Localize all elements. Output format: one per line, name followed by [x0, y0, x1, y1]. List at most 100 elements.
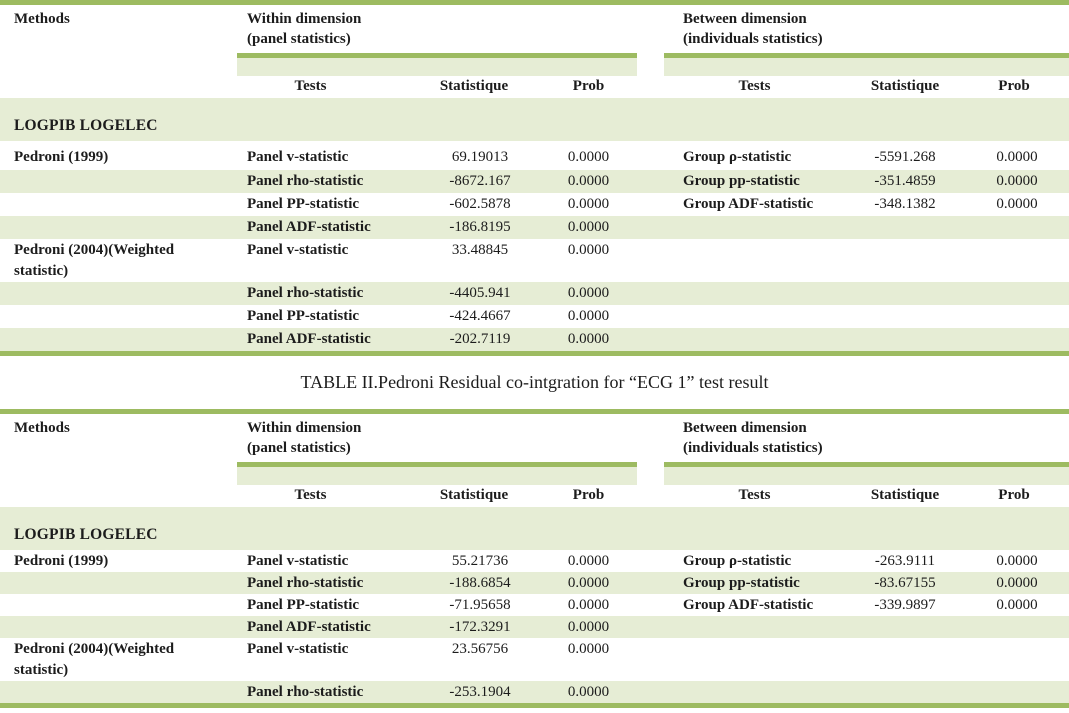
- group-test-cell: Group ADF-statistic: [683, 196, 814, 212]
- statistic-column-header: Statistique: [439, 78, 509, 94]
- test-cell: Panel rho-statistic: [247, 285, 364, 301]
- group-test-cell: [664, 216, 845, 217]
- statistic-cell: -602.5878: [449, 196, 511, 212]
- test-cell: Panel v-statistic: [247, 553, 349, 569]
- group-test-cell: [664, 239, 845, 240]
- test-cell: Panel v-statistic: [247, 149, 349, 165]
- group-statistic-column-header: Statistique: [870, 487, 940, 503]
- group-statistic-cell: -339.9897: [874, 597, 936, 613]
- methods-header: Methods: [14, 420, 70, 436]
- method-cell: [0, 305, 237, 306]
- table-row: Pedroni (2004)(Weighted statistic) Panel …: [0, 638, 1069, 681]
- table-row: Panel rho-statistic -4405.941 0.0000: [0, 282, 1069, 305]
- method-cell: [0, 170, 237, 171]
- method-cell: [0, 216, 237, 217]
- between-underline: [664, 53, 1069, 58]
- method-cell: Pedroni (1999): [14, 149, 109, 165]
- within-dimension-subtitle: (panel statistics): [247, 31, 351, 47]
- table-row: Panel ADF-statistic -172.3291 0.0000: [0, 616, 1069, 638]
- table-body: Pedroni (1999) Panel v-statistic 55.21736 0…: [0, 550, 1069, 703]
- prob-cell: 0.0000: [567, 619, 610, 635]
- group-prob-cell: [965, 328, 1069, 329]
- group-tests-column-header: Tests: [738, 78, 771, 94]
- group-test-cell: Group pp-statistic: [683, 575, 800, 591]
- method-cell: [0, 616, 237, 617]
- group-prob-cell: 0.0000: [996, 173, 1038, 189]
- table-caption: TABLE II.Pedroni Residual co-intgration …: [300, 372, 769, 392]
- group-prob-column-header: Prob: [998, 78, 1030, 94]
- tests-column-header: Tests: [294, 487, 327, 503]
- method-cell: [0, 681, 237, 682]
- group-prob-cell: [965, 681, 1069, 682]
- table-bottom-border: [0, 703, 1069, 708]
- section-underline-row: [0, 462, 1069, 467]
- gap-cell: [637, 216, 664, 217]
- group-test-cell: [664, 638, 845, 639]
- method-cell: Pedroni (2004)(Weighted statistic): [14, 242, 175, 279]
- shaded-band-row: [0, 467, 1069, 485]
- group-test-cell: [664, 616, 845, 617]
- table-row: Panel PP-statistic -71.95658 0.0000 Group A…: [0, 594, 1069, 616]
- table-top-border: [0, 0, 1069, 5]
- variable-group-label: LOGPIB LOGELEC: [0, 98, 1069, 141]
- group-prob-cell: 0.0000: [996, 149, 1038, 165]
- between-dimension-header: Between dimension (individuals statistic…: [664, 5, 1069, 53]
- within-band: [237, 467, 637, 485]
- between-dimension-title: Between dimension: [683, 420, 807, 436]
- prob-column-header: Prob: [572, 487, 605, 503]
- section-underline-row: [0, 53, 1069, 58]
- prob-cell: 0.0000: [567, 553, 610, 569]
- between-band: [664, 58, 1069, 76]
- prob-cell: 0.0000: [567, 308, 610, 324]
- group-test-cell: [664, 328, 845, 329]
- test-cell: Panel PP-statistic: [247, 597, 360, 613]
- within-dimension-subtitle: (panel statistics): [247, 440, 351, 456]
- between-band: [664, 467, 1069, 485]
- test-cell: Panel ADF-statistic: [247, 331, 371, 347]
- gap-cell: [637, 594, 664, 595]
- methods-header: Methods: [14, 11, 70, 27]
- group-test-cell: Group pp-statistic: [683, 173, 800, 189]
- within-dimension-header: Within dimension (panel statistics): [237, 5, 637, 53]
- statistic-cell: -71.95658: [449, 597, 511, 613]
- group-prob-cell: 0.0000: [996, 553, 1038, 569]
- gap-cell: [637, 550, 664, 551]
- group-statistic-cell: -83.67155: [874, 575, 936, 591]
- prob-cell: 0.0000: [567, 575, 610, 591]
- group-statistic-cell: -263.9111: [874, 553, 936, 569]
- gap-cell: [637, 681, 664, 682]
- between-dimension-subtitle: (individuals statistics): [683, 31, 823, 47]
- statistic-cell: 33.48845: [451, 242, 509, 258]
- within-underline: [237, 53, 637, 58]
- group-test-cell: [664, 282, 845, 283]
- table-row: Panel rho-statistic -188.6854 0.0000 Group …: [0, 572, 1069, 594]
- statistic-cell: -172.3291: [449, 619, 511, 635]
- test-cell: Panel v-statistic: [247, 242, 349, 258]
- method-cell: [0, 328, 237, 329]
- test-cell: Panel rho-statistic: [247, 684, 364, 700]
- group-statistic-cell: [845, 681, 965, 682]
- group-statistic-cell: [845, 616, 965, 617]
- method-cell: [0, 193, 237, 194]
- test-cell: Panel ADF-statistic: [247, 219, 371, 235]
- column-header-row: Tests Statistique Prob Tests Statistique…: [0, 76, 1069, 98]
- within-dimension-title: Within dimension: [247, 420, 362, 436]
- table-row: Panel rho-statistic -8672.167 0.0000 Group …: [0, 170, 1069, 193]
- statistic-cell: 23.56756: [451, 641, 509, 657]
- group-statistic-column-header: Statistique: [870, 78, 940, 94]
- tests-column-header: Tests: [294, 78, 327, 94]
- table-row: Panel rho-statistic -253.1904 0.0000: [0, 681, 1069, 703]
- statistic-cell: 69.19013: [451, 149, 509, 165]
- table-row: Panel ADF-statistic -202.7119 0.0000: [0, 328, 1069, 351]
- group-tests-column-header: Tests: [738, 487, 771, 503]
- prob-cell: 0.0000: [567, 641, 610, 657]
- statistic-cell: -4405.941: [449, 285, 511, 301]
- table-row: Panel PP-statistic -424.4667 0.0000: [0, 305, 1069, 328]
- within-underline: [237, 462, 637, 467]
- method-cell: [0, 572, 237, 573]
- group-statistic-cell: [845, 282, 965, 283]
- group-test-cell: Group ADF-statistic: [683, 597, 814, 613]
- shaded-band-row: [0, 58, 1069, 76]
- gap-cell: [637, 616, 664, 617]
